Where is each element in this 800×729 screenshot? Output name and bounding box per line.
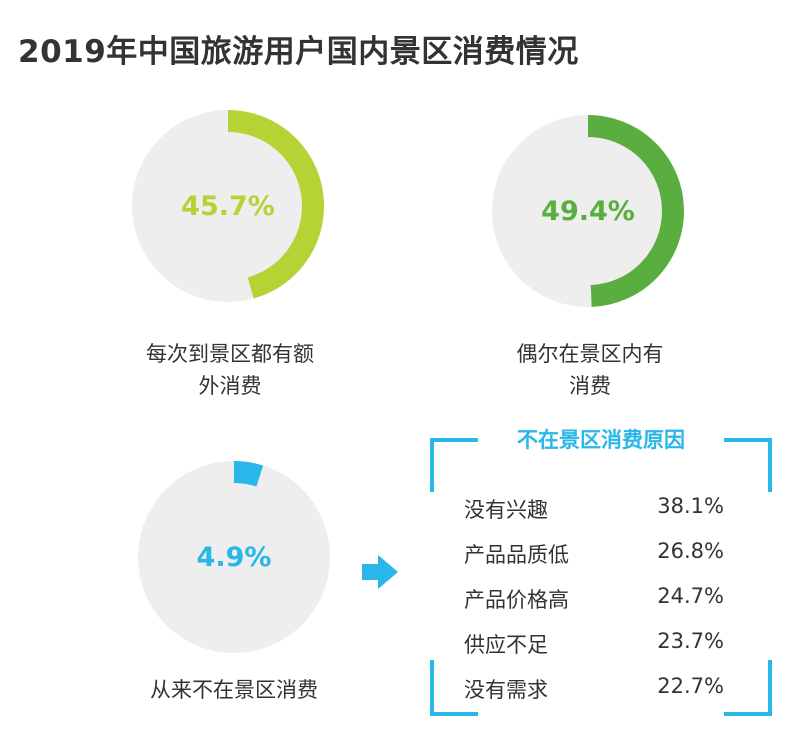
caption-line: 消费 [569,374,611,398]
donut-arc-sometimes-spend [587,115,684,307]
donut-chart-never-spend: 4.9% [138,461,330,653]
reason-value: 22.7% [657,674,724,698]
arrow-right-icon [362,555,398,589]
reason-value: 26.8% [657,539,724,563]
donut-track [132,110,324,302]
reason-label: 没有兴趣 [464,498,548,522]
reason-label: 产品价格高 [464,588,569,612]
table-row: 没有需求 22.7% [464,674,764,714]
caption-never-spend: 从来不在景区消费 [114,674,354,706]
reasons-title: 不在景区消费原因 [517,428,685,452]
caption-sometimes-spend: 偶尔在景区内有 消费 [470,338,710,402]
table-row: 产品品质低 26.8% [464,539,764,579]
donut-value-label: 49.4% [541,196,635,227]
reason-value: 24.7% [657,584,724,608]
donut-value-label: 4.9% [197,542,272,573]
reason-label: 产品品质低 [464,543,569,567]
caption-always-spend: 每次到景区都有额 外消费 [110,338,350,402]
caption-line: 每次到景区都有额 [146,342,314,366]
reason-label: 供应不足 [464,633,548,657]
donut-track [138,461,330,653]
bracket-frame [430,438,772,716]
table-row: 供应不足 23.7% [464,629,764,669]
reasons-panel: 不在景区消费原因 没有兴趣 38.1% 产品品质低 26.8% 产品价格高 24… [430,428,772,716]
table-row: 产品价格高 24.7% [464,584,764,624]
donut-chart-always-spend: 45.7% [132,110,324,302]
caption-line: 外消费 [198,374,262,398]
page-title: 2019年中国旅游用户国内景区消费情况 [18,34,579,70]
reason-value: 38.1% [657,494,724,518]
donut-arc-never-spend [233,461,264,487]
caption-line: 从来不在景区消费 [150,678,318,702]
reason-value: 23.7% [657,629,724,653]
donut-chart-sometimes-spend: 49.4% [492,115,684,307]
reason-label: 没有需求 [464,678,548,702]
donut-arc-always-spend [227,110,324,299]
donut-value-label: 45.7% [181,191,275,222]
donut-track [492,115,684,307]
table-row: 没有兴趣 38.1% [464,494,764,534]
caption-line: 偶尔在景区内有 [516,342,664,366]
